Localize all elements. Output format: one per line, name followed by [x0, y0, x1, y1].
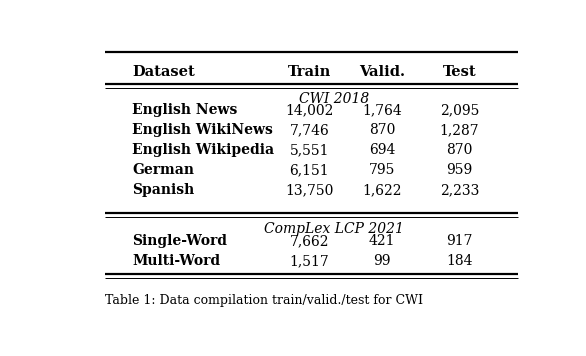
Text: Spanish: Spanish [132, 183, 195, 197]
Text: Train: Train [288, 64, 331, 79]
Text: 870: 870 [369, 123, 396, 137]
Text: 6,151: 6,151 [289, 163, 329, 177]
Text: English News: English News [132, 103, 238, 117]
Text: 694: 694 [369, 143, 396, 157]
Text: CWI 2018: CWI 2018 [299, 91, 370, 106]
Text: 421: 421 [369, 234, 396, 248]
Text: German: German [132, 163, 195, 177]
Text: Dataset: Dataset [132, 64, 195, 79]
Text: 13,750: 13,750 [285, 183, 333, 197]
Text: 184: 184 [446, 254, 472, 268]
Text: Valid.: Valid. [359, 64, 405, 79]
Text: 795: 795 [369, 163, 396, 177]
Text: 99: 99 [373, 254, 391, 268]
Text: 1,517: 1,517 [289, 254, 329, 268]
Text: English WikiNews: English WikiNews [132, 123, 273, 137]
Text: 870: 870 [446, 143, 472, 157]
Text: 1,764: 1,764 [362, 103, 402, 117]
Text: 7,662: 7,662 [289, 234, 329, 248]
Text: 917: 917 [446, 234, 472, 248]
Text: 1,287: 1,287 [440, 123, 479, 137]
Text: 14,002: 14,002 [285, 103, 333, 117]
Text: 2,095: 2,095 [440, 103, 479, 117]
Text: Table 1: Data compilation train/valid./test for CWI: Table 1: Data compilation train/valid./t… [105, 294, 423, 307]
Text: 7,746: 7,746 [289, 123, 329, 137]
Text: Test: Test [442, 64, 476, 79]
Text: Multi-Word: Multi-Word [132, 254, 220, 268]
Text: 2,233: 2,233 [440, 183, 479, 197]
Text: 5,551: 5,551 [289, 143, 329, 157]
Text: English Wikipedia: English Wikipedia [132, 143, 274, 157]
Text: CompLex LCP 2021: CompLex LCP 2021 [264, 222, 404, 236]
Text: Single-Word: Single-Word [132, 234, 227, 248]
Text: 1,622: 1,622 [362, 183, 402, 197]
Text: 959: 959 [446, 163, 472, 177]
